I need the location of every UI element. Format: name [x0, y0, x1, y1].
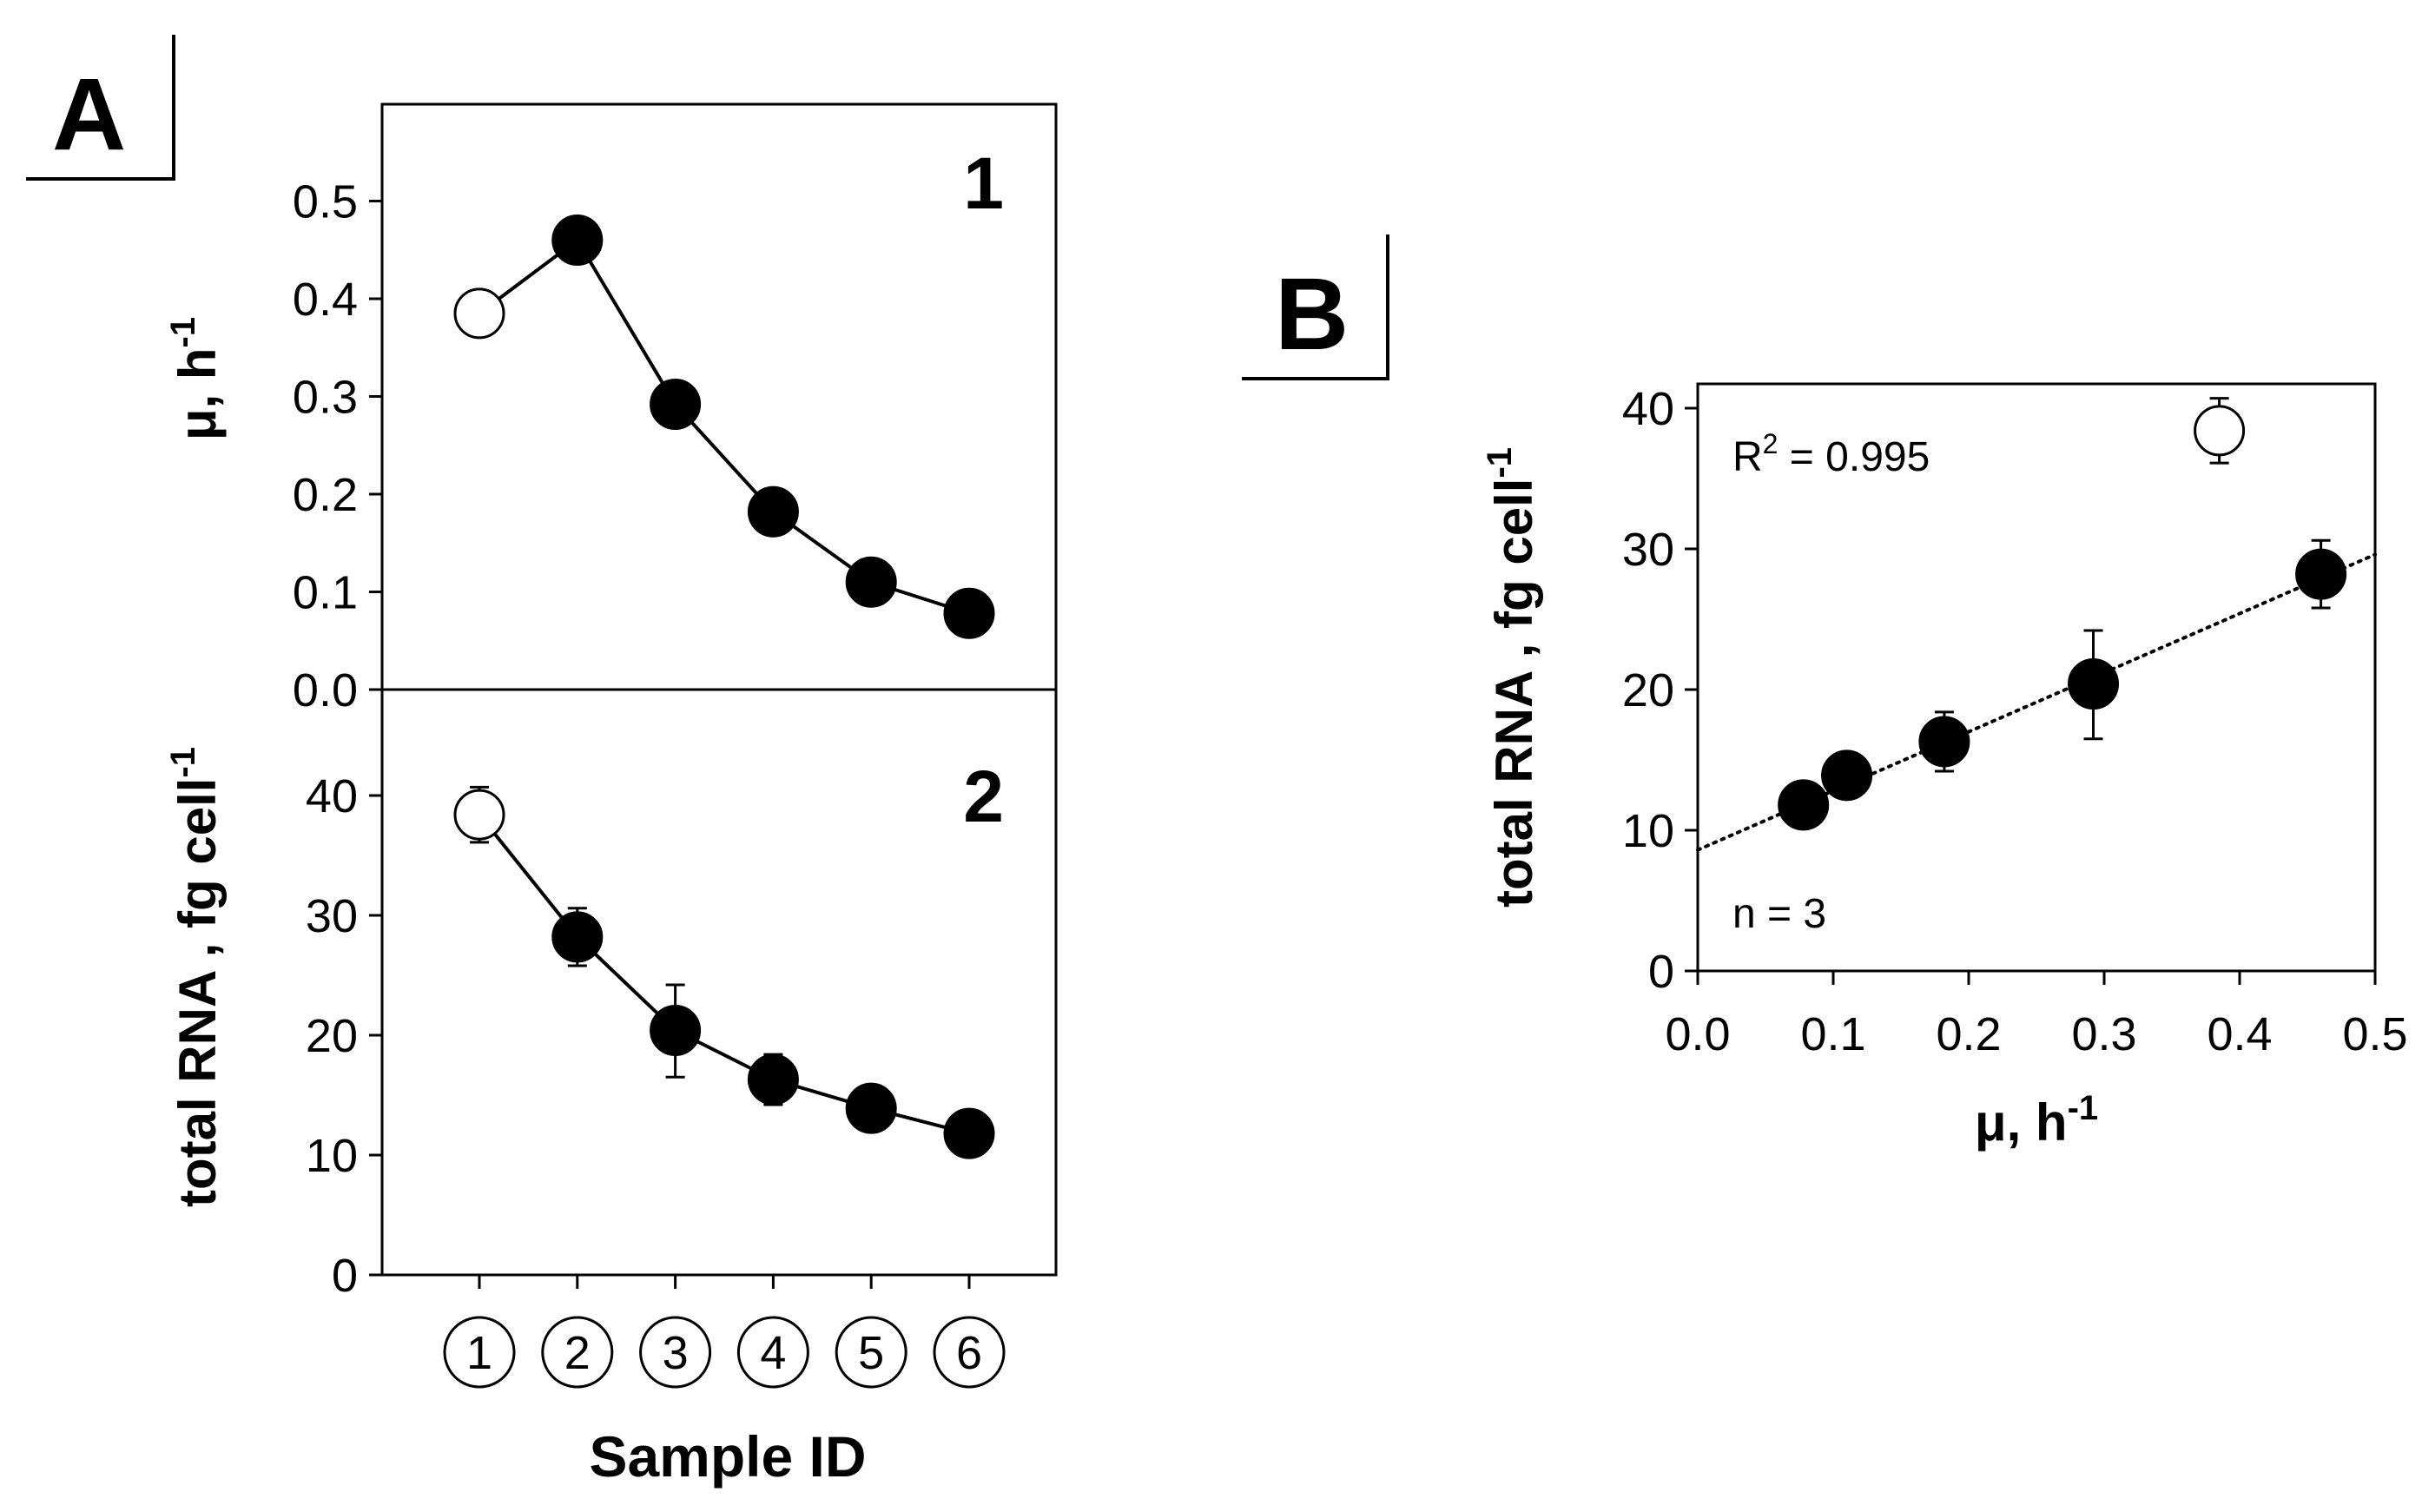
a2-error-bars	[470, 785, 783, 1106]
chart-a2: 2 0 10 20 30 40 1 2 3 4 5 6 total RNA , fg cell-1…	[164, 688, 1058, 1489]
a2-x-tick-circle	[541, 1316, 614, 1389]
panel-label-a: A	[52, 57, 126, 172]
b-point	[2068, 658, 2120, 710]
a2-x-tick-label: 1	[466, 1327, 492, 1379]
b-error-bars	[1934, 397, 2331, 773]
b-x-axis: 0.0 0.1 0.2 0.3 0.4 0.5	[1665, 971, 2408, 1060]
a1-series-line	[478, 237, 970, 616]
b-x-tick-label: 0.4	[2207, 1008, 2272, 1060]
a2-x-tick-label: 6	[956, 1327, 982, 1379]
a2-point	[551, 911, 604, 963]
b-point	[2295, 548, 2347, 600]
a2-point	[650, 1004, 702, 1056]
a1-point	[551, 215, 604, 266]
a1-point	[747, 485, 799, 538]
panel-a-label-group: A	[26, 35, 175, 181]
b-x-tick-label: 0.0	[1665, 1008, 1730, 1060]
a2-point	[747, 1053, 799, 1106]
a2-ylabel-main: total RNA , fg cell	[168, 778, 227, 1207]
a2-y-tick-label: 0	[332, 1250, 358, 1302]
a1-y-tick-label: 0.2	[293, 469, 358, 521]
a1-point	[650, 379, 702, 430]
b-r2-prefix: R	[1732, 434, 1763, 480]
a2-x-axis: 1 2 3 4 5 6	[443, 1275, 1006, 1389]
a1-y-tick-label: 0.1	[293, 567, 358, 619]
a1-panel-number: 1	[963, 142, 1004, 224]
a2-x-tick-circle	[639, 1316, 712, 1389]
a2-panel-number: 2	[963, 756, 1004, 837]
a2-point	[943, 1107, 995, 1159]
b-n-annotation: n = 3	[1732, 891, 1826, 937]
a2-y-tick-label: 10	[306, 1130, 358, 1182]
a1-point	[453, 287, 505, 340]
a2-point	[845, 1082, 897, 1134]
a1-y-tick-label: 0.3	[293, 372, 358, 424]
a1-y-tick-label: 0.5	[293, 176, 358, 228]
a1-points	[453, 215, 995, 639]
b-xlabel-main: μ, h	[1975, 1093, 2068, 1152]
b-plot-frame	[1696, 382, 2377, 973]
b-xlabel-sup: -1	[2068, 1089, 2099, 1127]
a1-y-tick-label: 0.4	[293, 274, 358, 326]
a2-series-line	[478, 813, 970, 1136]
a2-x-tick-circle	[443, 1316, 516, 1389]
a1-y-tick-label: 0.0	[293, 664, 358, 716]
b-points	[1778, 405, 2347, 831]
panel-b-label-group: B	[1242, 234, 1389, 380]
b-r2-sup: 2	[1763, 428, 1779, 459]
panel-label-b: B	[1275, 257, 1349, 372]
b-r2-annotation: R2 = 0.995	[1732, 428, 1930, 480]
a2-x-tick-circle	[933, 1316, 1006, 1389]
a2-points	[453, 789, 995, 1159]
a2-point	[453, 789, 505, 841]
b-ylabel-sup: -1	[1481, 447, 1519, 479]
a2-ylabel-sup: -1	[164, 747, 202, 778]
a1-point	[943, 587, 995, 639]
a2-x-tick-circle	[835, 1316, 907, 1389]
a1-point	[845, 556, 897, 608]
b-y-tick-label: 20	[1622, 664, 1674, 716]
a2-x-tick-label: 3	[663, 1327, 689, 1379]
b-x-tick-label: 0.2	[1936, 1008, 2001, 1060]
a2-y-axis: 0 10 20 30 40	[306, 770, 382, 1302]
a1-ylabel-main: μ, h	[168, 347, 227, 440]
a2-xlabel: Sample ID	[589, 1424, 866, 1489]
b-xlabel: μ, h-1	[1975, 1089, 2098, 1152]
a2-y-tick-label: 20	[306, 1010, 358, 1062]
a2-plot-frame	[380, 688, 1058, 1277]
a1-y-axis: 0.0 0.1 0.2 0.3 0.4 0.5	[293, 176, 382, 716]
a1-ylabel: μ, h-1	[164, 317, 227, 440]
a2-ylabel: total RNA , fg cell-1	[164, 747, 227, 1207]
b-ylabel-main: total RNA , fg cell	[1485, 479, 1543, 908]
b-y-tick-label: 10	[1622, 805, 1674, 857]
b-point	[1821, 749, 1873, 802]
b-y-tick-label: 0	[1648, 946, 1674, 998]
a2-x-tick-label: 4	[760, 1327, 786, 1379]
a2-x-tick-circle	[736, 1316, 809, 1389]
b-point	[1918, 716, 1970, 768]
b-x-tick-label: 0.1	[1800, 1008, 1865, 1060]
a2-x-tick-label: 2	[564, 1327, 591, 1379]
a2-y-tick-label: 30	[306, 890, 358, 942]
b-ylabel: total RNA , fg cell-1	[1481, 447, 1543, 908]
a1-ylabel-sup: -1	[164, 317, 202, 348]
b-x-tick-label: 0.3	[2071, 1008, 2136, 1060]
b-y-axis: 0 10 20 30 40	[1622, 383, 1698, 998]
b-y-tick-label: 30	[1622, 524, 1674, 576]
b-point	[2194, 405, 2246, 457]
a2-y-tick-label: 40	[306, 770, 358, 822]
b-y-tick-label: 40	[1622, 383, 1674, 435]
a2-x-tick-label: 5	[858, 1327, 884, 1379]
b-x-tick-label: 0.5	[2342, 1008, 2407, 1060]
chart-a1: 1 0.0 0.1 0.2 0.3 0.4 0.5 μ, h-1	[164, 102, 1058, 716]
b-r2-value: = 0.995	[1778, 434, 1930, 480]
b-point	[1778, 779, 1830, 831]
